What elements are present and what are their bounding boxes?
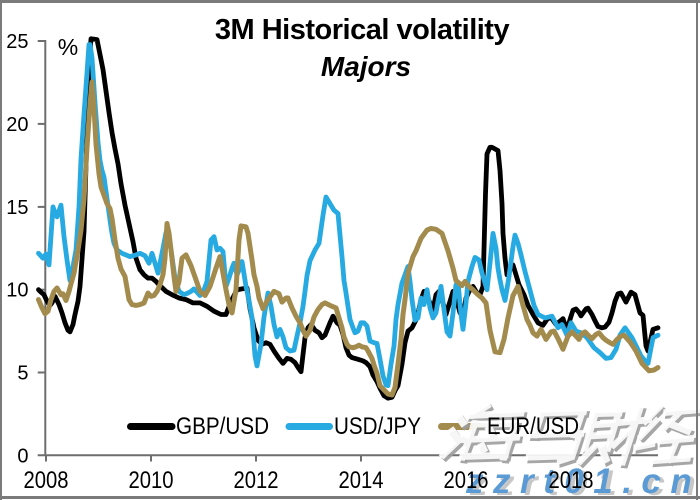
svg-text:Majors: Majors	[321, 51, 411, 82]
svg-text:0: 0	[17, 445, 28, 467]
svg-text:10: 10	[6, 280, 28, 302]
svg-text:25: 25	[6, 31, 28, 53]
svg-text:15: 15	[6, 197, 28, 219]
svg-text:EUR/USD: EUR/USD	[487, 413, 579, 440]
svg-text:%: %	[58, 34, 78, 60]
svg-text:2014: 2014	[339, 467, 384, 494]
svg-text:zzrt01.cn: zzrt01.cn	[469, 464, 700, 500]
svg-text:USD/JPY: USD/JPY	[334, 413, 421, 440]
svg-text:2016: 2016	[444, 467, 489, 494]
svg-text:2018: 2018	[549, 467, 594, 494]
svg-text:GBP/USD: GBP/USD	[176, 413, 269, 440]
svg-text:2010: 2010	[129, 467, 174, 494]
svg-text:20: 20	[6, 114, 28, 136]
svg-text:2012: 2012	[234, 467, 279, 494]
svg-text:2008: 2008	[24, 467, 69, 494]
svg-text:3M Historical volatility: 3M Historical volatility	[215, 14, 510, 46]
svg-text:5: 5	[17, 363, 28, 385]
svg-text:zzrt01.cn: zzrt01.cn	[465, 462, 700, 500]
